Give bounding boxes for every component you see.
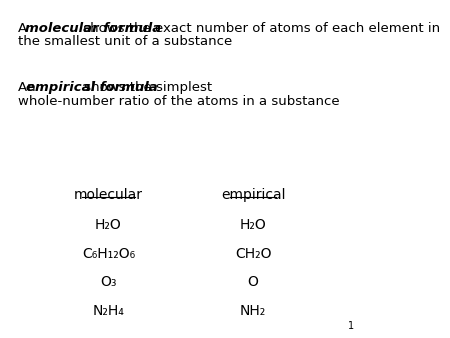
Text: shows the exact number of atoms of each element in: shows the exact number of atoms of each … xyxy=(79,22,440,35)
Text: H₂O: H₂O xyxy=(240,218,266,232)
Text: empirical: empirical xyxy=(221,188,285,201)
Text: molecular formula: molecular formula xyxy=(25,22,161,35)
Text: H₂O: H₂O xyxy=(95,218,122,232)
Text: O: O xyxy=(248,275,259,289)
Text: A: A xyxy=(18,22,32,35)
Text: O₃: O₃ xyxy=(100,275,117,289)
Text: CH₂O: CH₂O xyxy=(235,247,271,261)
Text: whole-number ratio of the atoms in a substance: whole-number ratio of the atoms in a sub… xyxy=(18,95,340,107)
Text: empirical formula: empirical formula xyxy=(26,81,158,94)
Text: N₂H₄: N₂H₄ xyxy=(93,304,124,318)
Text: the smallest unit of a substance: the smallest unit of a substance xyxy=(18,35,232,48)
Text: An: An xyxy=(18,81,40,94)
Text: 1: 1 xyxy=(348,321,354,331)
Text: molecular: molecular xyxy=(74,188,143,201)
Text: shows the simplest: shows the simplest xyxy=(80,81,212,94)
Text: NH₂: NH₂ xyxy=(240,304,266,318)
Text: C₆H₁₂O₆: C₆H₁₂O₆ xyxy=(82,247,135,261)
